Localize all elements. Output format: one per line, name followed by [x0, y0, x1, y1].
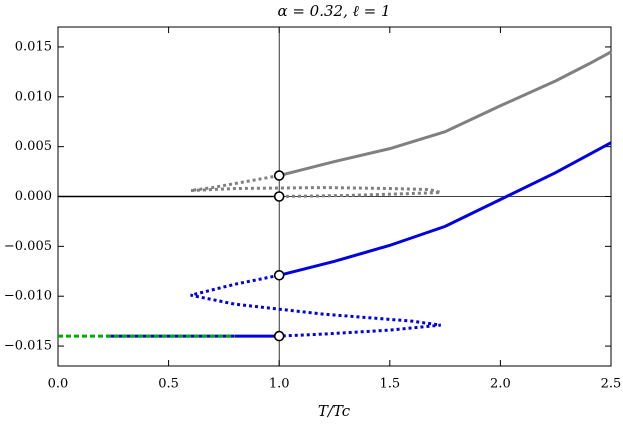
- y-tick-label: −0.015: [4, 339, 52, 354]
- y-tick-label: 0.015: [15, 39, 52, 54]
- x-tick-label: 0.5: [158, 377, 179, 392]
- x-tick-label: 1.0: [269, 377, 290, 392]
- point-marker: [273, 330, 285, 342]
- point-marker: [273, 170, 285, 181]
- chart-title: α = 0.32, ℓ = 1: [277, 2, 390, 20]
- y-tick-label: −0.010: [4, 289, 52, 304]
- point-marker: [273, 191, 285, 202]
- y-tick-label: −0.005: [4, 239, 52, 254]
- x-tick-label: 1.5: [379, 377, 400, 392]
- series-line: [278, 50, 612, 178]
- series-line: [278, 141, 612, 277]
- x-axis-label: T/Tc: [318, 402, 351, 420]
- x-tick-label: 2.0: [490, 377, 511, 392]
- series-line: [190, 174, 442, 198]
- y-tick-label: 0.005: [15, 139, 52, 154]
- point-marker: [273, 269, 285, 281]
- x-tick-label: 2.5: [601, 377, 622, 392]
- x-tick-label: 0.0: [48, 377, 69, 392]
- y-tick-label: 0.010: [15, 89, 52, 104]
- series-line: [190, 273, 441, 338]
- y-tick-label: 0.000: [15, 189, 52, 204]
